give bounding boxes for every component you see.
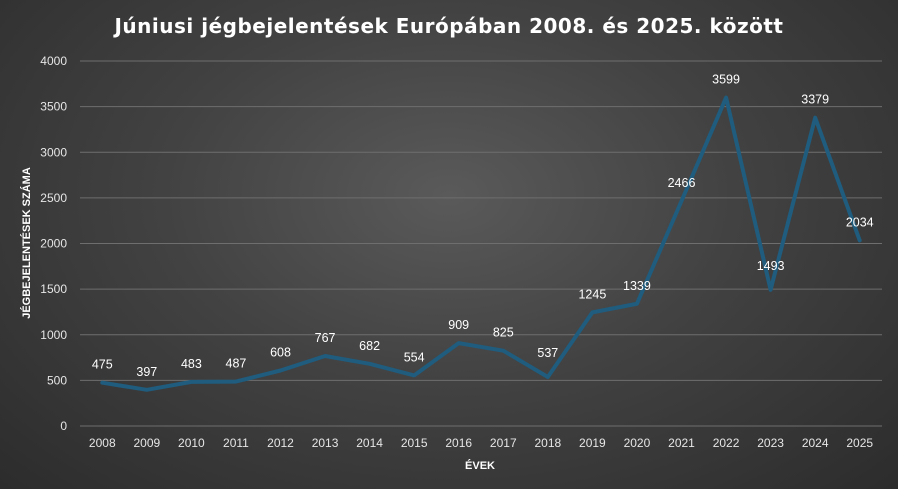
- x-tick-label: 2022: [713, 436, 740, 450]
- data-label: 554: [404, 350, 425, 364]
- data-label: 483: [181, 357, 202, 371]
- x-tick-label: 2021: [668, 436, 695, 450]
- x-tick-label: 2016: [445, 436, 472, 450]
- x-tick-label: 2023: [757, 436, 784, 450]
- data-label: 767: [315, 331, 336, 345]
- series-line: [100, 95, 862, 392]
- x-tick-label: 2018: [534, 436, 561, 450]
- x-axis-ticks: 2008 2009 2010 2011 2012 2013 2014 2015 2016 2017…: [89, 436, 873, 450]
- x-tick-label: 2010: [178, 436, 205, 450]
- y-tick-label: 4000: [40, 54, 67, 68]
- y-tick-label: 2000: [40, 237, 67, 251]
- y-tick-label: 500: [47, 373, 67, 387]
- data-label: 2466: [668, 176, 696, 190]
- data-labels: 475 397 483 487 608 767 682 554 909 825 537 1245 133…: [92, 73, 874, 379]
- data-label: 3379: [801, 93, 829, 107]
- data-label: 909: [448, 318, 469, 332]
- data-label: 397: [136, 365, 157, 379]
- data-label: 1339: [623, 279, 651, 293]
- data-label: 608: [270, 346, 291, 360]
- x-tick-label: 2008: [89, 436, 116, 450]
- y-tick-label: 1000: [40, 328, 67, 342]
- x-tick-label: 2019: [579, 436, 606, 450]
- y-tick-label: 3000: [40, 145, 67, 159]
- data-label: 682: [359, 339, 380, 353]
- x-tick-label: 2013: [312, 436, 339, 450]
- x-tick-label: 2012: [267, 436, 294, 450]
- chart-title: Júniusi jégbejelentések Európában 2008. …: [112, 14, 783, 38]
- data-label: 487: [226, 357, 247, 371]
- data-label: 475: [92, 358, 113, 372]
- y-tick-label: 3500: [40, 100, 67, 114]
- x-tick-label: 2011: [223, 436, 249, 450]
- x-tick-label: 2014: [356, 436, 383, 450]
- x-tick-label: 2020: [624, 436, 651, 450]
- y-axis-label: JÉGBEJELENTÉSEK SZÁMA: [20, 167, 33, 319]
- x-tick-label: 2024: [802, 436, 829, 450]
- y-axis-ticks: 0 500 1000 1500 2000 2500 3000 3500 4000: [40, 54, 67, 433]
- data-label: 1245: [578, 287, 606, 301]
- data-label: 537: [537, 346, 558, 360]
- x-tick-label: 2009: [133, 436, 160, 450]
- x-tick-label: 2017: [490, 436, 517, 450]
- x-tick-label: 2025: [846, 436, 873, 450]
- y-tick-label: 0: [60, 419, 67, 433]
- x-tick-label: 2015: [401, 436, 428, 450]
- y-tick-label: 2500: [40, 191, 67, 205]
- y-tick-label: 1500: [40, 282, 67, 296]
- data-label: 825: [493, 326, 514, 340]
- data-label: 1493: [757, 259, 785, 273]
- data-label: 2034: [846, 215, 874, 229]
- data-label: 3599: [712, 73, 740, 87]
- x-axis-label: ÉVEK: [465, 459, 495, 472]
